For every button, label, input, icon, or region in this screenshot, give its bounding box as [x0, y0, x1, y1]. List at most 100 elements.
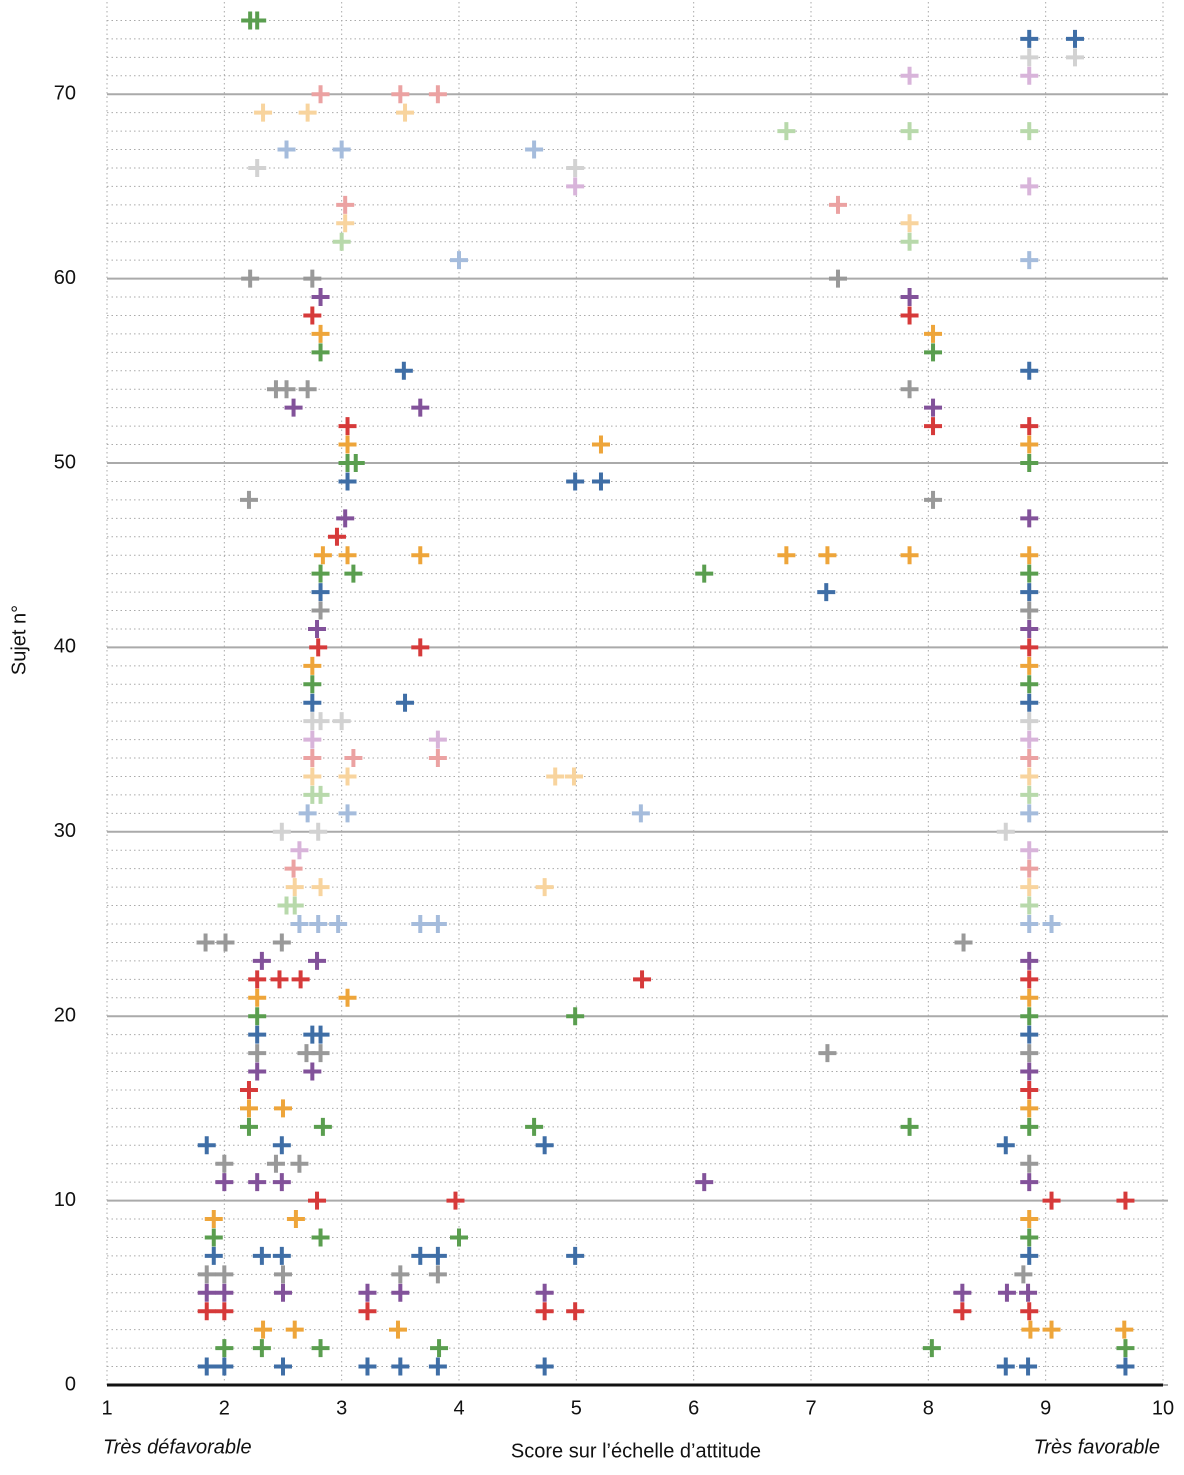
- data-point: [332, 232, 351, 251]
- x-tick-label: 2: [219, 1397, 230, 1419]
- data-point: [286, 1210, 305, 1229]
- x-tick-label: 8: [923, 1397, 934, 1419]
- data-point: [196, 933, 215, 952]
- y-tick-label: 50: [54, 451, 76, 473]
- y-tick-label: 20: [54, 1004, 76, 1026]
- data-point: [1115, 1320, 1134, 1339]
- data-point: [817, 583, 836, 602]
- data-point: [358, 1283, 377, 1302]
- data-point: [1020, 915, 1039, 933]
- data-point: [391, 85, 410, 104]
- data-point: [248, 1044, 267, 1063]
- data-point: [1020, 1246, 1039, 1265]
- data-point: [308, 951, 327, 970]
- data-point: [953, 1283, 972, 1302]
- data-point: [535, 1136, 554, 1155]
- data-point: [241, 269, 260, 288]
- data-point: [394, 361, 413, 380]
- data-point: [215, 1302, 234, 1321]
- data-point: [1020, 601, 1039, 620]
- data-point: [428, 730, 447, 749]
- data-point: [1020, 509, 1039, 528]
- data-point: [818, 546, 837, 565]
- data-point: [1020, 988, 1039, 1007]
- data-point: [277, 380, 296, 399]
- annotation: Très favorable: [1034, 1436, 1160, 1458]
- data-point: [239, 1117, 258, 1136]
- data-point: [1066, 29, 1084, 48]
- data-point: [284, 398, 303, 417]
- data-point: [535, 1357, 554, 1376]
- data-point: [388, 1320, 407, 1339]
- x-tick-label: 7: [805, 1397, 816, 1419]
- data-point: [215, 1173, 234, 1192]
- data-point: [344, 749, 363, 768]
- data-point: [248, 1007, 267, 1026]
- data-point: [336, 195, 355, 214]
- data-point: [336, 214, 355, 233]
- data-point: [1116, 1339, 1135, 1358]
- data-point: [566, 1246, 585, 1265]
- data-point: [1020, 1173, 1039, 1192]
- data-point: [900, 214, 919, 233]
- data-point: [1020, 1025, 1039, 1044]
- data-point: [303, 1062, 322, 1081]
- data-point: [311, 1025, 330, 1044]
- data-point: [313, 1117, 332, 1136]
- data-point: [1020, 638, 1039, 657]
- data-point: [1020, 1007, 1039, 1026]
- data-point: [309, 915, 328, 933]
- data-point: [298, 380, 317, 399]
- data-point: [1066, 48, 1084, 67]
- data-point: [391, 1283, 410, 1302]
- data-point: [204, 1228, 223, 1247]
- data-point: [1020, 730, 1039, 749]
- data-point: [311, 1044, 330, 1063]
- data-point: [1020, 1080, 1039, 1099]
- data-point: [777, 122, 796, 141]
- data-point: [248, 970, 267, 989]
- data-point: [924, 417, 943, 436]
- data-point: [332, 712, 351, 731]
- data-point: [1020, 951, 1039, 970]
- data-point: [239, 1099, 258, 1118]
- data-point: [997, 1283, 1016, 1302]
- data-point: [900, 66, 919, 85]
- data-point: [1020, 1044, 1039, 1063]
- data-point: [1020, 48, 1039, 67]
- data-point: [566, 158, 585, 177]
- data-point: [828, 269, 847, 288]
- data-point: [411, 638, 430, 657]
- data-point: [450, 1228, 468, 1247]
- data-point: [204, 1210, 223, 1229]
- data-point: [1020, 619, 1039, 638]
- data-point: [695, 564, 714, 583]
- data-point: [1020, 749, 1039, 768]
- data-point: [1020, 656, 1039, 675]
- data-point: [272, 822, 291, 841]
- data-point: [311, 324, 330, 343]
- data-point: [924, 324, 943, 343]
- data-point: [1020, 1154, 1039, 1173]
- data-point: [525, 140, 544, 159]
- data-point: [216, 933, 235, 952]
- data-point: [411, 398, 430, 417]
- data-point: [900, 232, 919, 251]
- data-point: [1116, 1191, 1135, 1210]
- data-point: [411, 1246, 430, 1265]
- data-point: [274, 1099, 292, 1118]
- x-tick-label: 4: [453, 1397, 464, 1419]
- data-point: [311, 343, 330, 362]
- data-point: [1020, 859, 1039, 878]
- data-point: [311, 564, 330, 583]
- data-point: [1116, 1357, 1135, 1376]
- data-point: [1020, 435, 1039, 454]
- data-point: [924, 490, 943, 509]
- data-point: [303, 767, 322, 786]
- data-point: [695, 1173, 714, 1192]
- data-point: [254, 103, 273, 122]
- data-point: [303, 675, 322, 694]
- data-point: [1020, 361, 1039, 380]
- data-point: [396, 693, 415, 712]
- data-point: [327, 527, 346, 546]
